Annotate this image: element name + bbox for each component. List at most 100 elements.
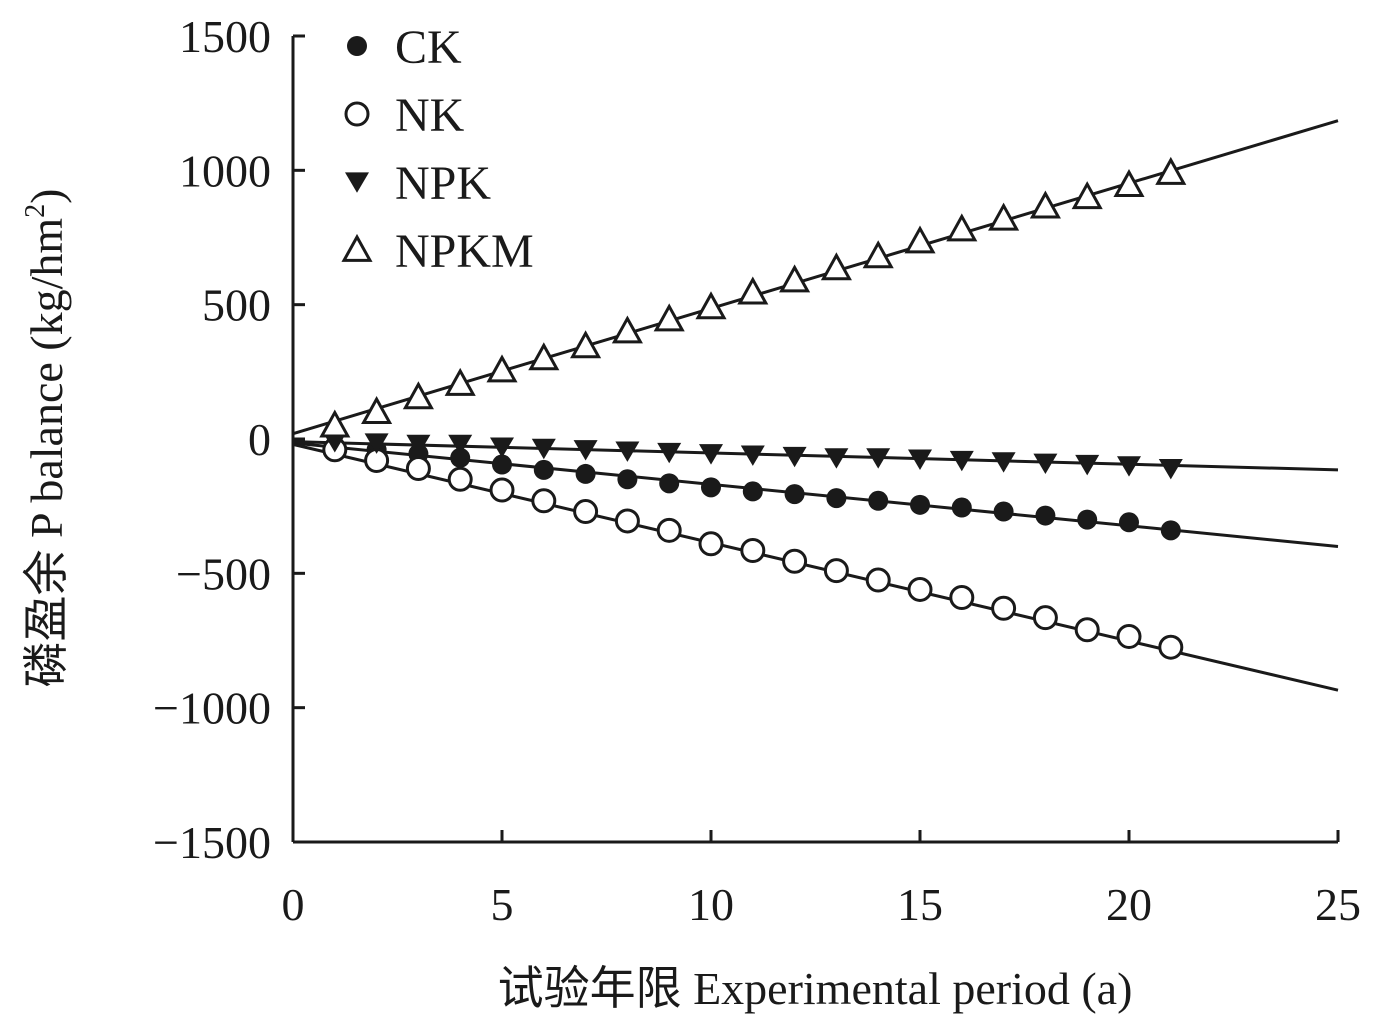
y-tick-label: 1500 (179, 11, 271, 62)
y-axis-title: 磷盈余 P balance (kg/hm2) (20, 188, 72, 687)
point-nk (782, 548, 808, 574)
point-npkm (988, 202, 1020, 231)
point-npk (740, 445, 765, 466)
point-nk (1032, 605, 1058, 631)
point-npkm (528, 342, 560, 371)
point-nk (991, 595, 1017, 621)
point-npk (1117, 456, 1141, 477)
point-npk (1158, 458, 1183, 480)
point-npk (1033, 453, 1058, 474)
point-npkm (862, 240, 894, 269)
point-npkm (653, 303, 685, 332)
series-npkm (319, 156, 1187, 438)
point-npkm (444, 367, 476, 396)
point-ck (1119, 512, 1139, 533)
data-markers (319, 156, 1187, 660)
point-npkm (570, 330, 602, 359)
point-npk (573, 440, 598, 461)
y-tick-label: −1000 (153, 683, 271, 734)
point-ck (826, 488, 847, 509)
point-npk (364, 433, 389, 454)
y-axis-title-main: 磷盈余 P balance (kg/hm (21, 218, 72, 688)
point-nk (405, 456, 431, 482)
point-ck (910, 494, 930, 515)
point-nk (1074, 617, 1100, 643)
point-npkm (946, 213, 978, 242)
point-ck (492, 454, 512, 475)
legend-item-npkm: NPKM (341, 225, 534, 278)
point-npkm (1155, 156, 1187, 185)
point-npk (531, 438, 556, 460)
legend-label: NPK (395, 157, 491, 210)
x-tick-label: 20 (1106, 879, 1152, 930)
point-nk (949, 585, 975, 611)
point-ck (575, 463, 596, 484)
point-npkm (486, 354, 518, 383)
point-nk (1158, 634, 1184, 660)
point-npk (949, 450, 974, 472)
legend-marker (345, 172, 369, 193)
point-npk (657, 442, 682, 464)
point-npk (615, 441, 640, 462)
point-npkm (1071, 181, 1103, 210)
point-ck (1035, 505, 1056, 526)
point-npk (908, 449, 932, 470)
x-axis-title: 试验年限 Experimental period (a) (498, 963, 1133, 1014)
point-npkm (1113, 169, 1145, 198)
point-nk (614, 508, 640, 534)
y-tick-label: 0 (248, 414, 271, 465)
point-npkm (820, 252, 852, 281)
legend-marker (341, 233, 373, 262)
point-nk (531, 488, 557, 514)
point-npk (866, 448, 891, 469)
fit-line-ck (292, 441, 1339, 548)
point-npkm (1029, 190, 1061, 219)
y-tick-label: 1000 (179, 145, 271, 196)
point-nk (740, 537, 766, 563)
legend-label: NPKM (395, 225, 534, 278)
point-npkm (361, 396, 393, 425)
point-ck (659, 473, 680, 494)
point-npkm (737, 276, 769, 305)
point-npk (824, 448, 849, 469)
point-ck (701, 477, 721, 498)
point-ck (533, 459, 554, 480)
legend-item-npk: NPK (345, 157, 491, 210)
y-tick-label: −500 (176, 548, 271, 599)
legend-label: NK (395, 89, 465, 142)
point-npk (490, 437, 514, 458)
point-ck (951, 497, 972, 518)
point-ck (1160, 520, 1181, 541)
point-npkm (319, 409, 351, 438)
point-ck (617, 469, 638, 490)
point-npk (991, 452, 1016, 473)
point-nk (656, 517, 682, 543)
point-ck (450, 447, 471, 468)
y-axis-title-superscript: 2 (20, 204, 51, 218)
point-ck (784, 484, 805, 505)
point-npk (1075, 454, 1100, 476)
point-nk (489, 477, 515, 503)
legend-label: CK (395, 21, 462, 74)
point-ck (1077, 509, 1098, 530)
point-npkm (611, 315, 643, 344)
x-tick-label: 0 (282, 879, 305, 930)
point-nk (865, 567, 891, 593)
point-nk (907, 576, 933, 602)
x-tick-label: 5 (491, 879, 514, 930)
x-tick-label: 15 (897, 879, 943, 930)
series-npk (322, 432, 1183, 480)
point-npk (406, 434, 431, 456)
fit-line-npk (292, 440, 1339, 472)
point-ck (868, 490, 889, 511)
point-nk (698, 531, 724, 557)
legend: CK NK NPK NPKM (341, 21, 534, 278)
point-nk (447, 466, 473, 492)
point-npkm (402, 381, 434, 410)
y-axis-title-close: ) (21, 188, 72, 203)
legend-marker (344, 101, 370, 127)
x-tick-label: 25 (1315, 879, 1361, 930)
legend-item-ck: CK (347, 21, 462, 74)
y-tick-label: 500 (202, 280, 271, 331)
